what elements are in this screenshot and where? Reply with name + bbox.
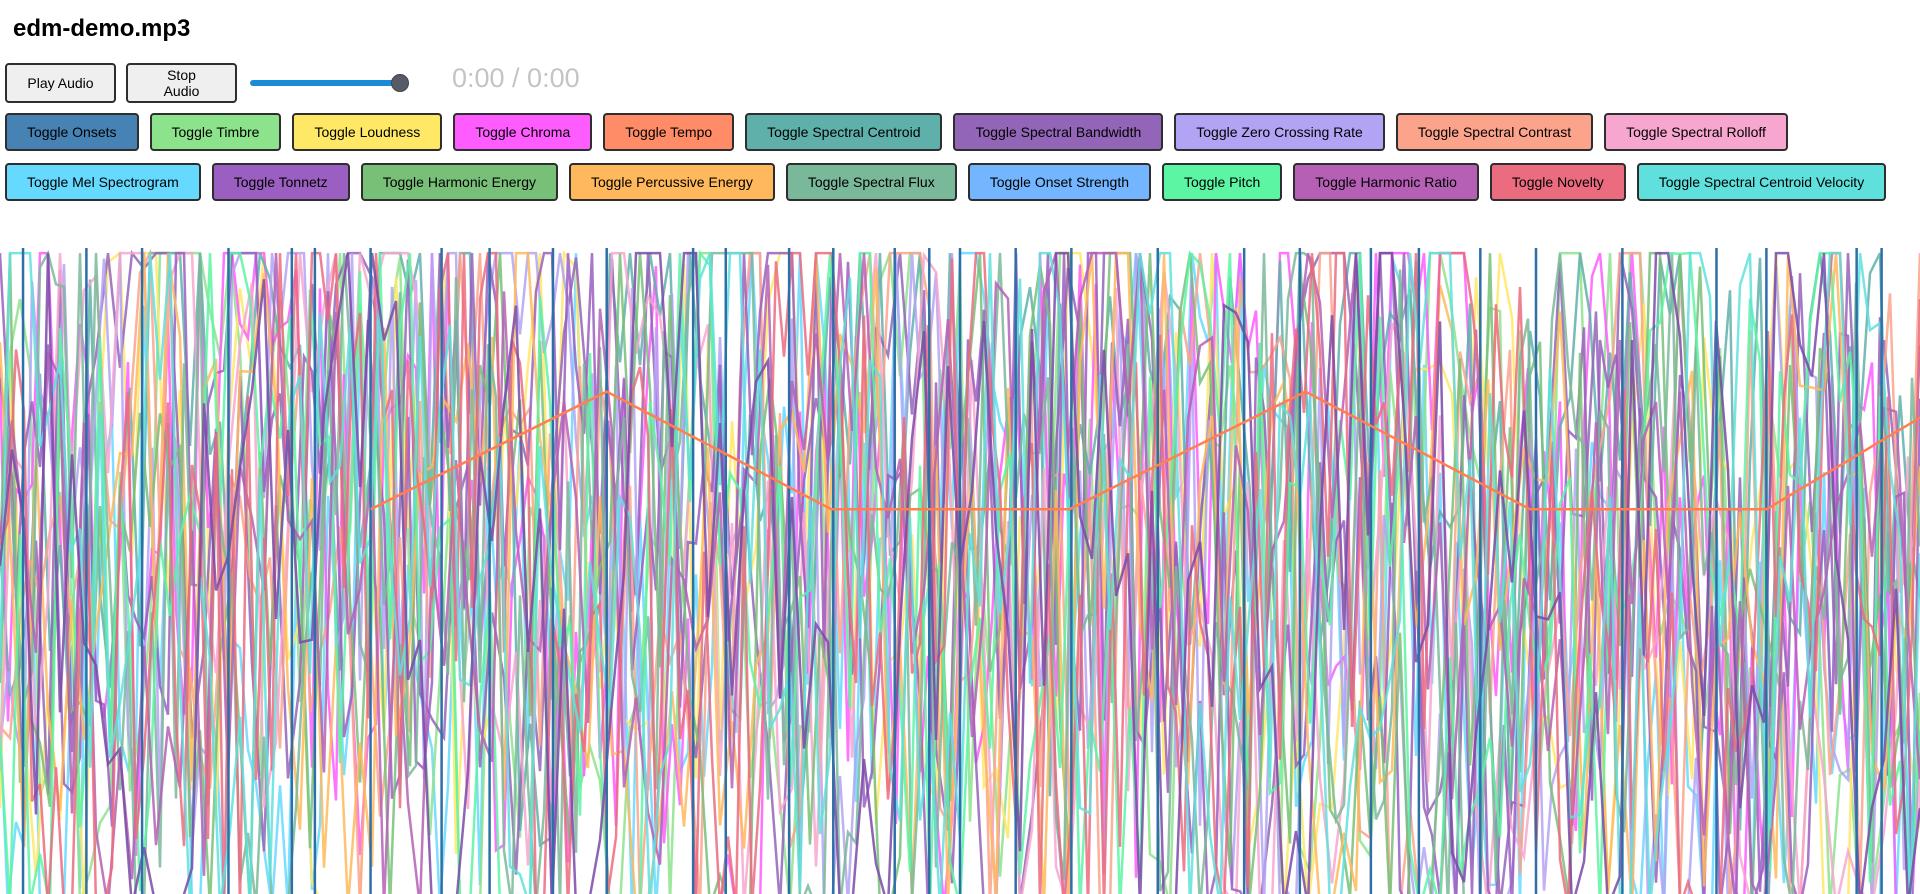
toggle-harmonic-energy-button[interactable]: Toggle Harmonic Energy bbox=[360, 163, 558, 201]
page-title: edm-demo.mp3 bbox=[13, 15, 191, 42]
toggle-zero-crossing-rate-button[interactable]: Toggle Zero Crossing Rate bbox=[1174, 113, 1385, 151]
stop-audio-button[interactable]: Stop Audio bbox=[126, 63, 237, 103]
toggle-novelty-button[interactable]: Toggle Novelty bbox=[1489, 163, 1626, 201]
play-audio-button[interactable]: Play Audio bbox=[5, 63, 116, 103]
toggle-spectral-centroid-velocity-button[interactable]: Toggle Spectral Centroid Velocity bbox=[1636, 163, 1887, 201]
toggle-spectral-rolloff-button[interactable]: Toggle Spectral Rolloff bbox=[1604, 113, 1788, 151]
feature-series-line bbox=[0, 249, 1920, 894]
toggle-tempo-button[interactable]: Toggle Tempo bbox=[603, 113, 735, 151]
toggle-harmonic-ratio-button[interactable]: Toggle Harmonic Ratio bbox=[1293, 163, 1479, 201]
volume-slider-thumb[interactable] bbox=[391, 74, 409, 92]
toggle-timbre-button[interactable]: Toggle Timbre bbox=[149, 113, 282, 151]
time-display: 0:00 / 0:00 bbox=[452, 63, 580, 93]
feature-toggle-row-2: Toggle Mel Spectrogram Toggle Tonnetz Togg… bbox=[5, 163, 1897, 201]
toggle-onsets-button[interactable]: Toggle Onsets bbox=[5, 113, 139, 151]
toggle-loudness-button[interactable]: Toggle Loudness bbox=[292, 113, 443, 151]
toggle-onset-strength-button[interactable]: Toggle Onset Strength bbox=[967, 163, 1152, 201]
volume-slider[interactable] bbox=[247, 63, 412, 103]
tempo-curve bbox=[370, 390, 1920, 511]
feature-toggle-row-1: Toggle Onsets Toggle Timbre Toggle Loudnes… bbox=[5, 113, 1799, 151]
volume-slider-track[interactable] bbox=[250, 80, 400, 86]
playback-controls: Play Audio Stop Audio 0:00 / 0:00 bbox=[5, 63, 580, 103]
toggle-spectral-contrast-button[interactable]: Toggle Spectral Contrast bbox=[1395, 113, 1594, 151]
feature-visualization bbox=[0, 248, 1920, 894]
toggle-pitch-button[interactable]: Toggle Pitch bbox=[1162, 163, 1283, 201]
toggle-spectral-flux-button[interactable]: Toggle Spectral Flux bbox=[785, 163, 957, 201]
toggle-percussive-energy-button[interactable]: Toggle Percussive Energy bbox=[568, 163, 775, 201]
toggle-spectral-centroid-button[interactable]: Toggle Spectral Centroid bbox=[745, 113, 943, 151]
toggle-spectral-bandwidth-button[interactable]: Toggle Spectral Bandwidth bbox=[953, 113, 1164, 151]
toggle-chroma-button[interactable]: Toggle Chroma bbox=[453, 113, 593, 151]
toggle-mel-spectrogram-button[interactable]: Toggle Mel Spectrogram bbox=[5, 163, 201, 201]
toggle-tonnetz-button[interactable]: Toggle Tonnetz bbox=[211, 163, 350, 201]
